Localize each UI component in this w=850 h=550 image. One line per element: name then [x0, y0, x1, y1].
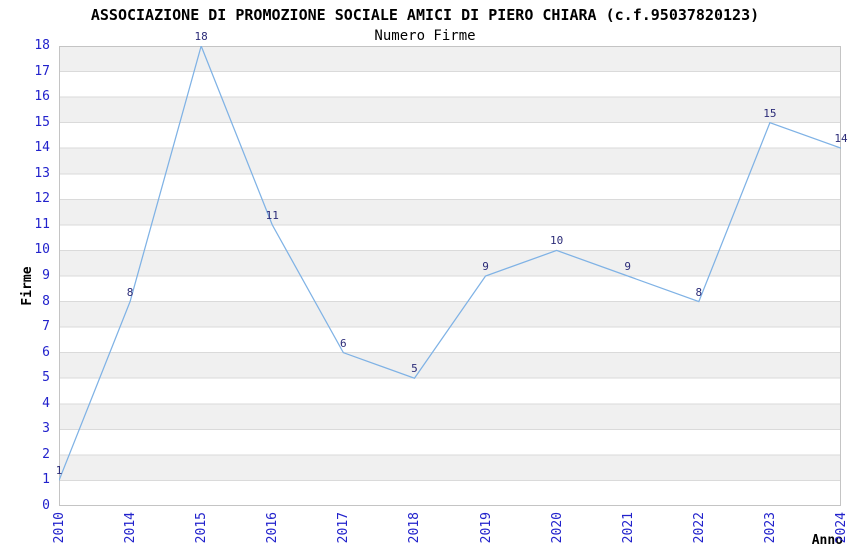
- y-tick-label: 13: [34, 165, 50, 181]
- data-point-label: 8: [126, 285, 134, 299]
- x-tick-label: 2015: [194, 512, 210, 544]
- y-tick-label: 16: [34, 89, 50, 105]
- x-tick-label: 2020: [549, 512, 565, 544]
- alt-band: [59, 454, 841, 481]
- alt-band: [59, 301, 841, 328]
- alt-band: [59, 148, 841, 174]
- data-point-label: 10: [550, 234, 564, 248]
- alt-band: [59, 403, 841, 430]
- data-point-label: 8: [695, 285, 703, 299]
- x-tick-label: 2019: [478, 512, 494, 544]
- data-point-label: 5: [411, 362, 418, 376]
- x-axis-title: Anno: [811, 533, 843, 548]
- data-point-label: 1: [55, 464, 63, 478]
- y-tick-label: 17: [34, 63, 50, 79]
- x-tick-label: 2016: [265, 512, 281, 544]
- x-tick-label: 2023: [762, 512, 778, 544]
- data-point-label: 9: [482, 260, 489, 273]
- y-tick-label: 1: [42, 472, 50, 488]
- y-tick-label: 14: [34, 140, 50, 156]
- plot-area: [59, 46, 841, 506]
- plot-canvas: [59, 46, 841, 506]
- data-point-label: 11: [265, 208, 279, 222]
- y-tick-label: 11: [34, 216, 50, 232]
- alt-band: [59, 199, 841, 225]
- alt-band: [59, 97, 841, 123]
- y-tick-label: 12: [34, 191, 50, 207]
- y-tick-label: 6: [42, 344, 50, 360]
- y-tick-label: 8: [42, 293, 50, 309]
- y-tick-label: 10: [34, 242, 50, 258]
- x-tick-label: 2022: [691, 512, 707, 544]
- alt-band: [59, 46, 841, 72]
- x-tick-label: 2018: [407, 512, 423, 544]
- y-tick-label: 5: [42, 370, 50, 386]
- y-tick-label: 7: [42, 319, 50, 335]
- x-tick-label: 2021: [620, 512, 636, 544]
- data-line: [59, 46, 841, 481]
- y-tick-label: 15: [34, 114, 50, 130]
- y-tick-label: 0: [42, 498, 50, 513]
- chart-title: ASSOCIAZIONE DI PROMOZIONE SOCIALE AMICI…: [90, 6, 760, 24]
- data-point-label: 6: [340, 336, 347, 350]
- alt-band: [59, 250, 841, 276]
- x-tick-label: 2024: [834, 512, 849, 544]
- y-tick-label: 2: [42, 446, 50, 462]
- y-tick-label: 4: [42, 395, 50, 411]
- y-tick-label: 3: [42, 421, 50, 437]
- y-tick-label: 18: [34, 38, 50, 53]
- data-point-label: 14: [834, 132, 848, 146]
- plot-border: [59, 46, 841, 506]
- x-tick-label: 2017: [336, 512, 352, 544]
- chart-subtitle: Numero Firme: [374, 28, 476, 44]
- data-point-label: 9: [624, 260, 632, 273]
- data-point-label: 15: [763, 106, 777, 120]
- data-point-label: 18: [194, 30, 208, 43]
- x-tick-label: 2010: [52, 512, 67, 544]
- x-tick-label: 2014: [123, 512, 139, 544]
- alt-band: [59, 352, 841, 379]
- y-tick-label: 9: [42, 268, 50, 283]
